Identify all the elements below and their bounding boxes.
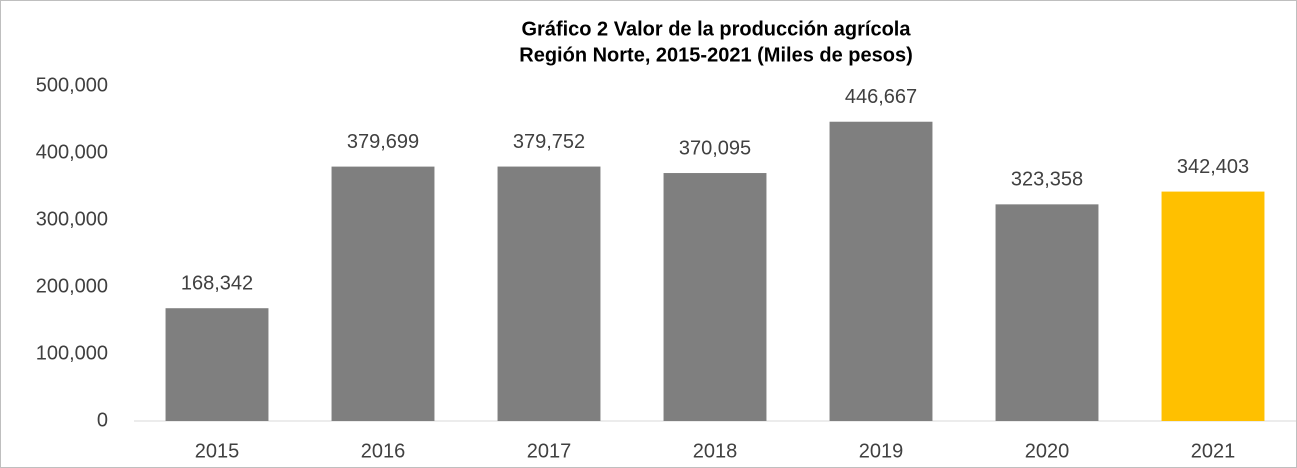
x-tick-label: 2021 [1191, 440, 1236, 462]
x-tick-label: 2015 [195, 440, 240, 462]
value-label: 168,342 [181, 272, 253, 294]
x-tick-label: 2016 [361, 440, 406, 462]
y-tick-label: 400,000 [36, 141, 108, 163]
y-tick-label: 500,000 [36, 74, 108, 96]
value-label: 342,403 [1177, 156, 1249, 178]
value-label: 323,358 [1011, 169, 1083, 191]
x-tick-label: 2020 [1025, 440, 1070, 462]
bar [331, 166, 435, 421]
bar [663, 173, 767, 421]
x-tick-label: 2019 [859, 440, 904, 462]
y-tick-label: 100,000 [36, 342, 108, 364]
chart-title: Gráfico 2 Valor de la producción agrícol… [521, 18, 911, 40]
bar [829, 121, 933, 422]
chart-title: Región Norte, 2015-2021 (Miles de pesos) [519, 44, 912, 66]
value-label: 446,667 [845, 86, 917, 108]
x-tick-label: 2017 [527, 440, 572, 462]
bar [497, 166, 601, 421]
value-label: 370,095 [679, 137, 751, 159]
bar [1161, 191, 1265, 421]
bar [995, 204, 1099, 421]
value-label: 379,752 [513, 131, 585, 153]
bar [165, 308, 269, 421]
y-tick-label: 300,000 [36, 208, 108, 230]
y-tick-label: 200,000 [36, 275, 108, 297]
x-tick-label: 2018 [693, 440, 738, 462]
value-label: 379,699 [347, 131, 419, 153]
y-tick-label: 0 [97, 409, 108, 431]
